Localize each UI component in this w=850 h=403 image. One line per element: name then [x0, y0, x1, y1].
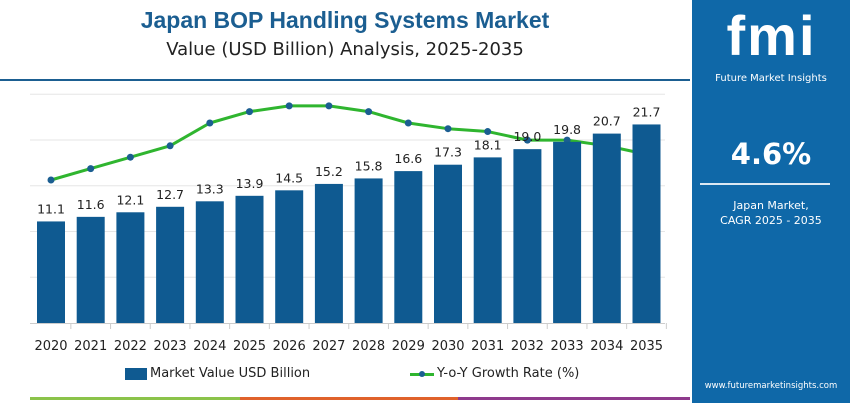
bar-label: 13.3	[196, 181, 224, 196]
bar-label: 15.8	[355, 158, 383, 173]
bar-2034	[592, 133, 621, 323]
website-link[interactable]: www.futuremarketinsights.com	[704, 381, 838, 391]
growth-point	[126, 153, 134, 161]
panel-divider	[700, 183, 830, 185]
bar-label: 12.1	[116, 192, 144, 207]
bar-2023	[156, 206, 185, 323]
bar-2024	[195, 201, 224, 323]
growth-point	[246, 108, 253, 116]
bar-2031	[473, 157, 502, 323]
legend-bar: Market Value USD Billion	[125, 366, 310, 382]
growth-line-segment	[249, 104, 290, 114]
bar-label: 18.1	[474, 137, 502, 152]
growth-point	[206, 119, 214, 127]
bar-2021	[76, 216, 105, 323]
legend-line-label: Y-o-Y Growth Rate (%)	[437, 366, 580, 381]
chart-title: Japan BOP Handling Systems Market	[140, 7, 550, 33]
cagr-label-line1: Japan Market,	[733, 199, 809, 212]
x-tick-label: 2021	[74, 339, 107, 354]
chart: 11.1 2020 11.6 2021 12.1 2022 12.7 2023 13.3 2024…	[30, 93, 667, 354]
x-tick-label: 2027	[312, 339, 345, 354]
bar-label: 15.2	[315, 164, 343, 179]
x-tick-label: 2030	[431, 339, 464, 354]
bar-2033	[553, 141, 582, 323]
growth-point	[47, 176, 55, 184]
growth-point	[404, 119, 412, 127]
growth-line-segment	[368, 110, 409, 125]
growth-line-segment	[90, 155, 131, 171]
x-tick-label: 2031	[471, 339, 504, 354]
legend-line-swatch	[410, 370, 434, 377]
footer-strip-orange	[240, 397, 458, 400]
bar-label: 11.6	[77, 197, 105, 212]
bar-2027	[314, 183, 343, 323]
x-tick-label: 2033	[551, 339, 584, 354]
growth-point	[365, 108, 373, 116]
footer-strip-purple	[458, 397, 690, 400]
growth-line-segment	[169, 121, 211, 148]
x-tick-label: 2022	[114, 339, 147, 354]
x-tick-label: 2028	[352, 339, 385, 354]
side-panel: fmi Future Market Insights 4.6% Japan Ma…	[692, 0, 850, 403]
x-tick-label: 2024	[193, 339, 226, 354]
bar-2035	[632, 124, 661, 323]
bar-2028	[354, 178, 383, 323]
title-divider	[0, 79, 690, 81]
bar-label: 19.0	[513, 129, 541, 144]
growth-line-segment	[487, 130, 528, 142]
growth-line-segment	[129, 144, 171, 159]
footer-strip-green	[30, 397, 240, 400]
x-tick-label: 2025	[233, 339, 266, 354]
bar-2029	[394, 171, 423, 323]
growth-point	[166, 142, 174, 150]
bar-2030	[434, 164, 462, 323]
growth-line-segment	[408, 121, 449, 131]
bar-label: 16.6	[394, 151, 422, 166]
bar-label: 11.1	[37, 201, 65, 216]
cagr-label: Japan Market, CAGR 2025 - 2035	[692, 198, 850, 228]
legend-line: Y-o-Y Growth Rate (%)	[410, 366, 579, 382]
x-tick-label: 2023	[154, 339, 187, 354]
growth-point	[444, 125, 452, 133]
x-tick-label: 2035	[630, 339, 663, 354]
bar-2032	[513, 149, 542, 323]
bar-label: 13.9	[236, 176, 264, 191]
growth-line-segment	[447, 127, 488, 134]
growth-line-segment	[328, 104, 369, 114]
cagr-label-line2: CAGR 2025 - 2035	[720, 214, 822, 227]
x-tick-label: 2026	[273, 339, 306, 354]
growth-point	[325, 102, 333, 110]
x-tick-label: 2034	[590, 339, 623, 354]
chart-subtitle: Value (USD Billion) Analysis, 2025-2035	[166, 39, 524, 60]
logo-text: Future Market Insights	[715, 73, 827, 84]
x-tick-label: 2029	[392, 339, 425, 354]
bar-label: 19.8	[553, 122, 581, 137]
growth-point	[523, 136, 531, 144]
bar-label: 21.7	[633, 104, 661, 119]
x-tick-label: 2032	[511, 339, 544, 354]
legend-bar-label: Market Value USD Billion	[150, 366, 311, 381]
bar-2022	[116, 212, 145, 323]
growth-point	[87, 165, 95, 173]
bar-label: 20.7	[593, 114, 621, 129]
fmi-logo: fmi	[726, 4, 817, 67]
x-tick-label: 2020	[34, 339, 67, 354]
bar-2026	[275, 190, 304, 323]
growth-line-segment	[209, 110, 250, 125]
bar-label: 17.3	[434, 145, 462, 160]
growth-line-segment	[50, 167, 92, 182]
growth-point	[484, 128, 492, 136]
cagr-value: 4.6%	[730, 137, 812, 171]
legend-bar-swatch	[125, 368, 147, 380]
growth-point	[285, 102, 293, 110]
bar-label: 12.7	[156, 187, 184, 202]
bar-2020	[37, 221, 65, 323]
bar-2025	[235, 195, 264, 323]
bar-label: 14.5	[275, 170, 303, 185]
